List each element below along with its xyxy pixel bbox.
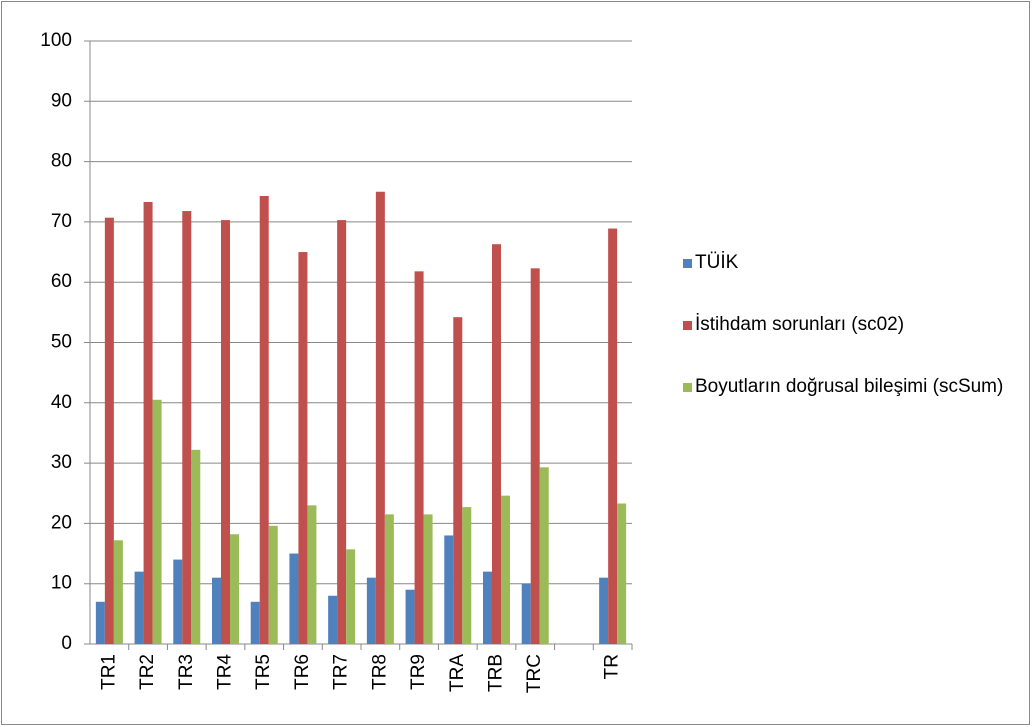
bar: [414, 271, 424, 644]
y-tick-label: 30: [51, 452, 72, 473]
bar: [95, 601, 105, 644]
bar: [289, 553, 299, 644]
x-tick-label: TR1: [98, 654, 119, 690]
bar: [453, 317, 463, 644]
bar: [608, 228, 618, 644]
legend-swatch: [683, 321, 692, 330]
bar: [366, 577, 376, 644]
bar: [328, 595, 338, 644]
legend-label: TÜİK: [695, 252, 739, 273]
bar: [113, 540, 123, 644]
y-tick-label: 40: [51, 392, 72, 413]
bar: [405, 589, 415, 644]
bar: [530, 268, 540, 644]
bar: [104, 217, 114, 644]
x-tick-label: TR2: [137, 654, 158, 690]
bar: [492, 244, 501, 644]
bar: [462, 507, 472, 644]
x-tick-label: TR4: [215, 654, 236, 690]
legend-label: Boyutların doğrusal bileşimi (scSum): [695, 376, 1004, 397]
bar: [212, 577, 221, 644]
y-tick-label: 90: [51, 90, 72, 111]
legend: TÜİK İstihdam sorunları (sc02) Boyutların …: [683, 250, 1023, 436]
y-tick-label: 100: [40, 30, 72, 51]
bar: [143, 202, 153, 644]
bar: [259, 195, 269, 644]
bar: [483, 571, 492, 644]
bar: [268, 525, 278, 644]
legend-swatch: [683, 259, 692, 268]
bar: [191, 449, 201, 644]
bar: [298, 252, 308, 645]
y-tick-label: 70: [51, 211, 72, 232]
x-tick-label: TRB: [486, 654, 507, 692]
bar: [617, 503, 627, 644]
x-tick-label: TR5: [253, 654, 274, 690]
bar: [521, 583, 531, 644]
bar: [230, 534, 239, 644]
legend-item: Boyutların doğrusal bileşimi (scSum): [683, 374, 1023, 400]
x-tick-label: TR3: [176, 654, 197, 690]
bar: [152, 399, 162, 644]
bar: [307, 505, 317, 644]
bar: [423, 514, 433, 644]
legend-item: TÜİK: [683, 250, 1023, 276]
bar: [173, 559, 183, 644]
bar: [501, 495, 510, 644]
y-tick-label: 10: [51, 573, 72, 594]
bar: [134, 571, 144, 644]
x-tick-label: TR9: [408, 654, 429, 690]
legend-label: İstihdam sorunları (sc02): [695, 314, 905, 335]
x-tick-label: TR8: [369, 654, 390, 690]
y-tick-label: 0: [61, 633, 72, 654]
bar: [375, 191, 385, 644]
legend-item: İstihdam sorunları (sc02): [683, 312, 1023, 338]
bar: [250, 601, 260, 644]
bar: [221, 220, 230, 644]
bar: [444, 535, 454, 644]
y-tick-label: 50: [51, 332, 72, 353]
y-tick-label: 60: [51, 271, 72, 292]
x-tick-label: TR: [602, 654, 623, 679]
legend-swatch: [683, 383, 692, 392]
bar: [384, 514, 394, 644]
y-tick-label: 20: [51, 512, 72, 533]
bar: [337, 220, 347, 644]
y-tick-label: 80: [51, 151, 72, 172]
x-tick-label: TR6: [292, 654, 313, 690]
bar: [182, 211, 192, 644]
bar: [599, 577, 609, 644]
x-tick-label: TR7: [331, 654, 352, 690]
x-tick-label: TRC: [524, 654, 545, 693]
bar: [346, 549, 356, 644]
bar: [539, 467, 549, 644]
x-tick-label: TRA: [447, 654, 468, 692]
